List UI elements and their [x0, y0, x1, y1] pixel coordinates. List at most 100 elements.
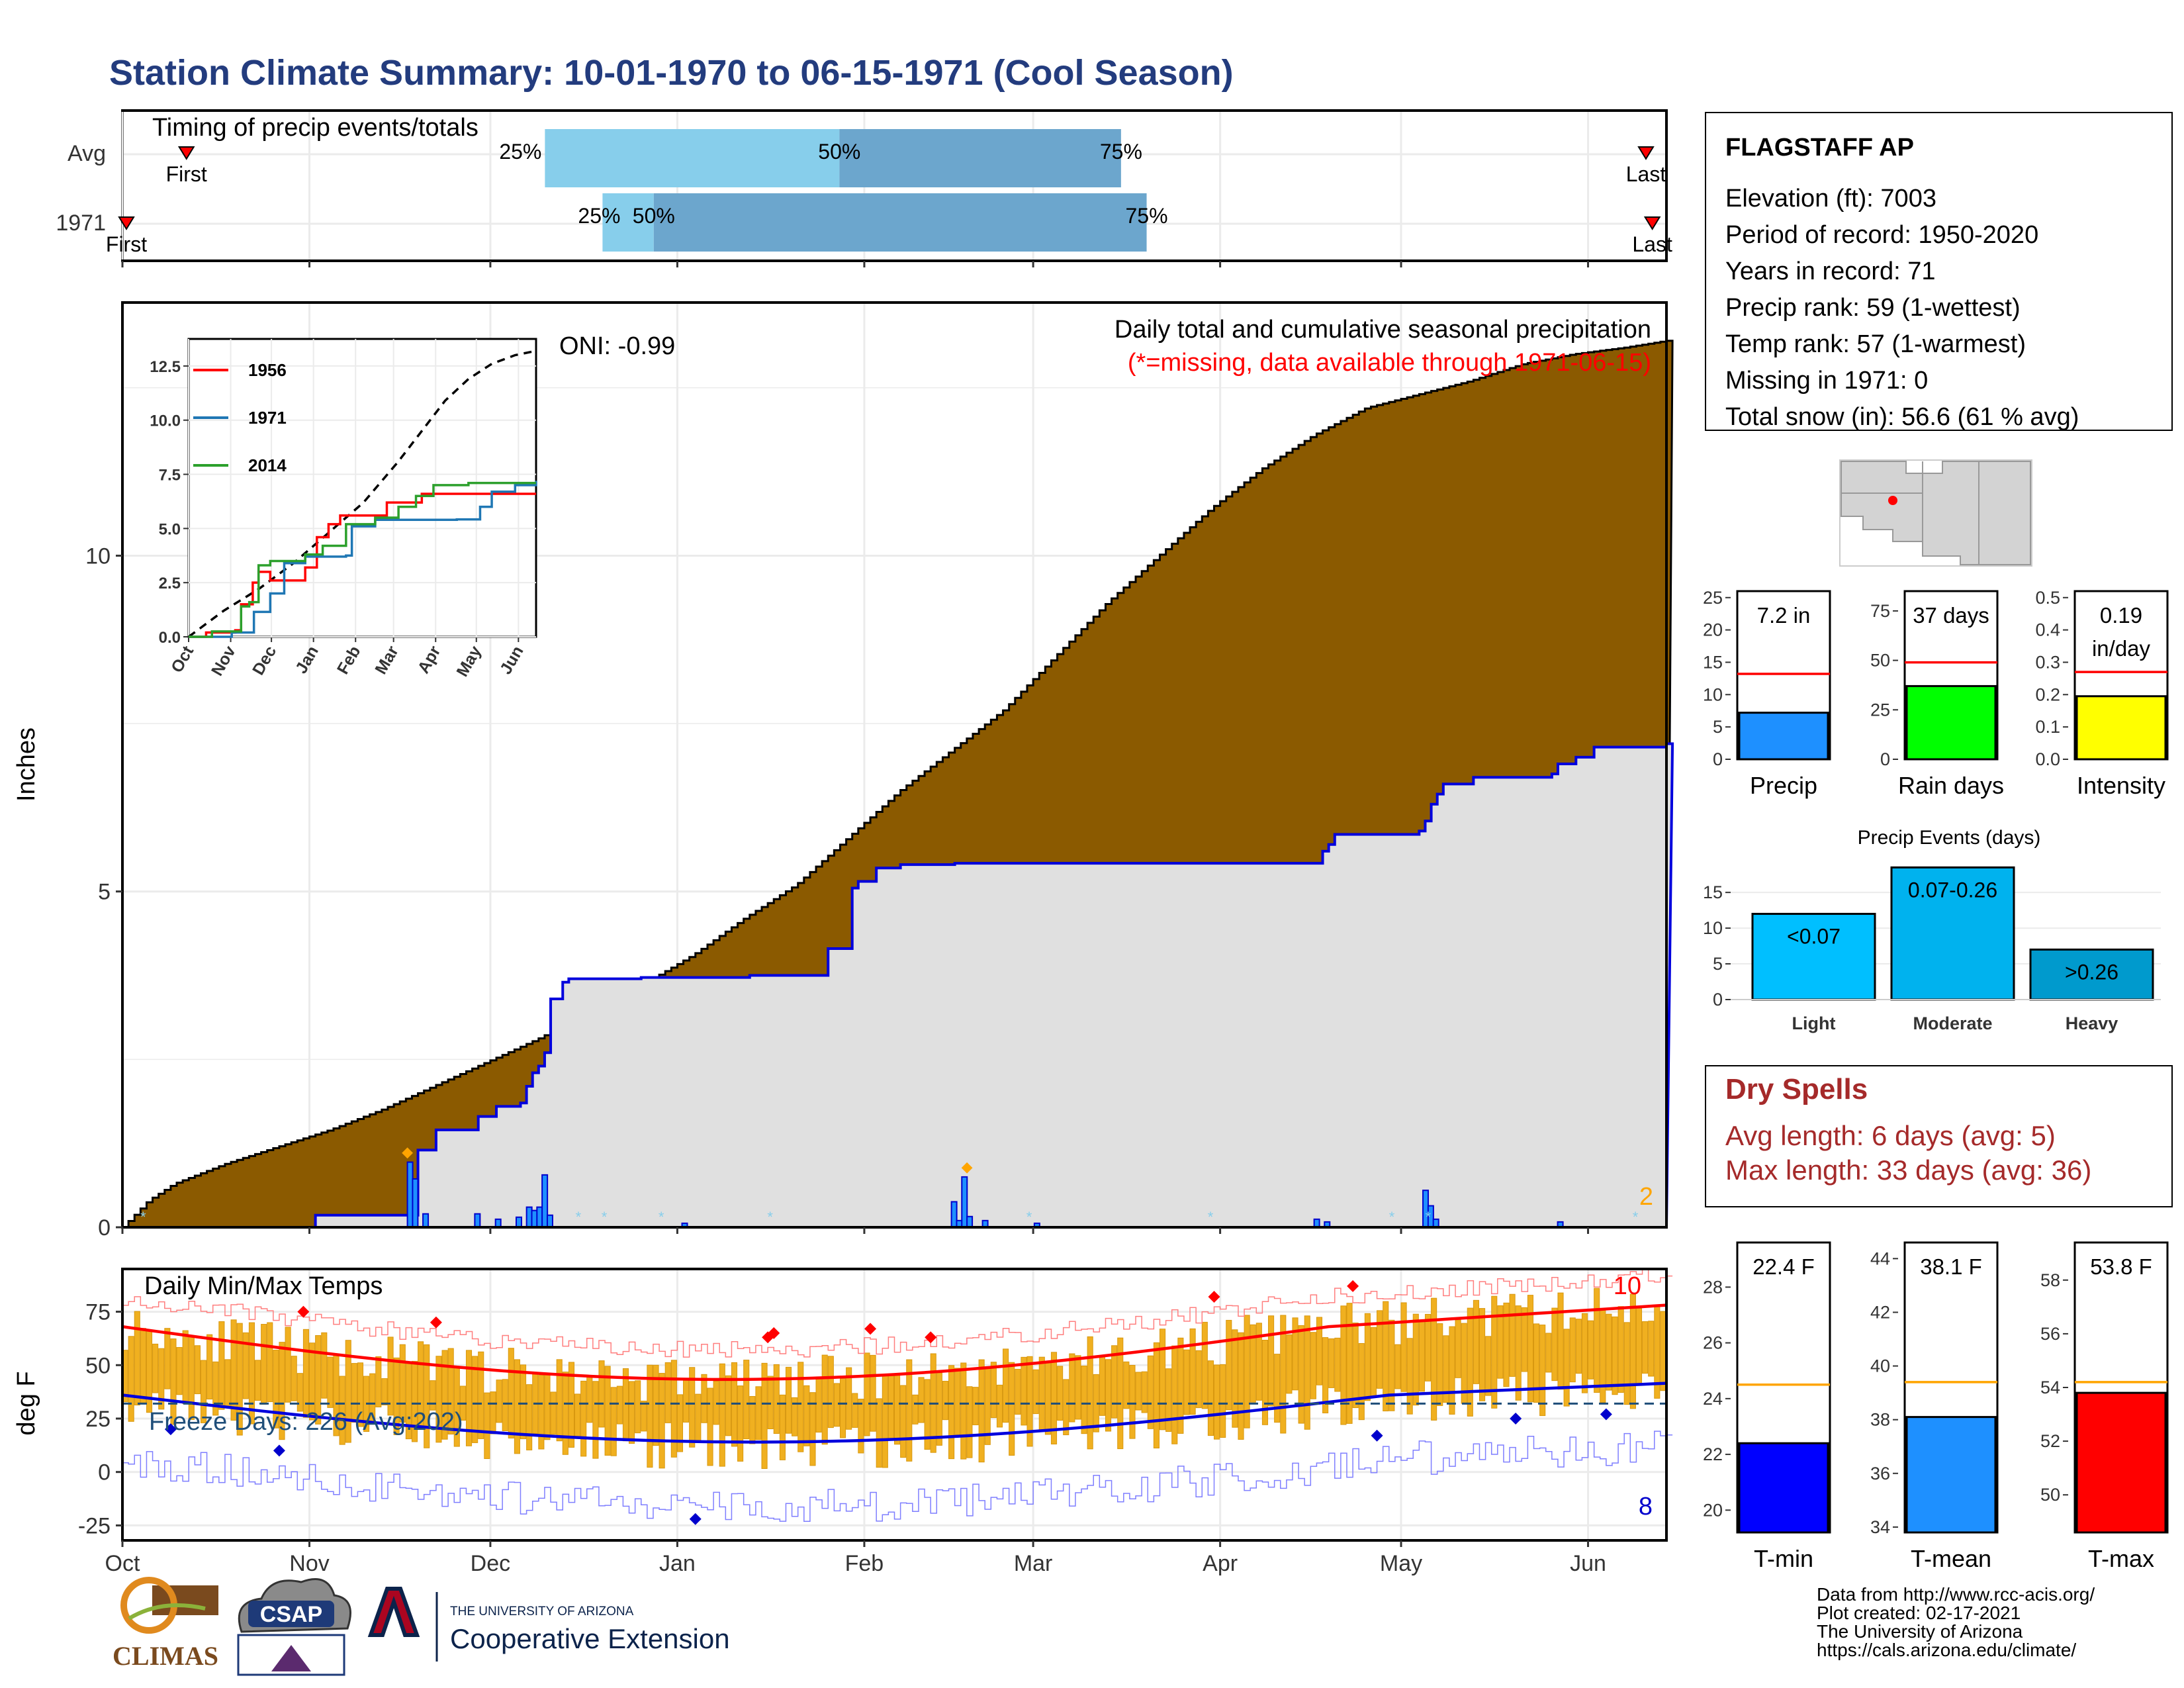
daily-temp-range-bar [604, 1366, 611, 1456]
daily-temp-range-bar [972, 1387, 979, 1425]
average-low-line [122, 1382, 1667, 1444]
inset-legend-label: 1956 [248, 360, 287, 380]
daily-temp-range-bar [1280, 1315, 1287, 1434]
daily-temp-range-bar [942, 1381, 949, 1421]
daily-temp-range-bar [496, 1380, 502, 1423]
events-bar [2029, 948, 2154, 1001]
mini-chart-label: Precip [1750, 772, 1817, 799]
mini-chart-tick-label: 15 [1703, 652, 1723, 672]
daily-temp-range-bar [1557, 1292, 1564, 1390]
events-bar-label: Light [1792, 1013, 1836, 1033]
record-high-marker [768, 1327, 780, 1339]
daily-precip-bar [515, 1216, 522, 1229]
daily-temp-range-bar [1612, 1316, 1618, 1395]
daily-temp-range-bar [815, 1376, 822, 1433]
daily-temp-range-bar [1617, 1306, 1624, 1393]
daily-temp-range-bar [1232, 1329, 1238, 1428]
daily-temp-range-bar [1479, 1308, 1486, 1401]
footer-line: The University of Arizona [1817, 1621, 2023, 1642]
mini-chart-tick-label: 0.1 [2035, 717, 2060, 737]
mini-chart-bar [1905, 1416, 1997, 1534]
inset-ytick-label: 10.0 [150, 412, 181, 430]
daily-temp-range-bar [653, 1364, 659, 1446]
daily-temp-range-bar [285, 1327, 291, 1403]
mini-chart-tick-label: 40 [1870, 1356, 1890, 1376]
daily-temp-range-bar [906, 1359, 913, 1462]
precip-event-marker: ◆ [962, 1158, 973, 1175]
daily-temp-range-bar [1214, 1364, 1220, 1440]
mini-chart-tick-label: 10 [1703, 684, 1723, 704]
mini-chart-tick-label: 26 [1703, 1333, 1723, 1353]
daily-temp-range-bar [345, 1340, 351, 1443]
daily-temp-range-bar [411, 1360, 418, 1442]
month-tick-label: Mar [1014, 1551, 1053, 1576]
daily-temp-range-bar [544, 1374, 551, 1440]
timing-marker [1643, 216, 1661, 230]
climas-logo: CLIMAS [113, 1577, 218, 1671]
daily-temp-range-bar [1310, 1332, 1316, 1399]
daily-temp-range-bar [864, 1352, 870, 1436]
daily-temp-range-bar [1635, 1307, 1643, 1386]
daily-precip-bar [536, 1206, 543, 1229]
month-tick-label: Jan [659, 1551, 696, 1576]
precip-event-marker: * [1389, 1209, 1395, 1225]
daily-temp-range-bar [200, 1360, 207, 1423]
month-tick-label: Apr [1203, 1551, 1238, 1576]
station-line: Years in record: 71 [1725, 258, 1936, 285]
temp-ytick-label: 50 [85, 1353, 111, 1378]
daily-temp-range-bar [194, 1345, 201, 1395]
daily-temp-range-bar [279, 1342, 285, 1440]
record-low-marker [689, 1513, 702, 1525]
temperature-summary-charts: 20 22 24 26 28 22.4 F T-min 34 36 38 40 42 44 38.1 F T… [1703, 1241, 2169, 1572]
daily-precip-bar [950, 1201, 958, 1228]
timing-pct-label: 25% [499, 140, 541, 164]
daily-temp-range-bar [701, 1374, 707, 1423]
daily-temp-range-bar [683, 1380, 690, 1423]
daily-precip-bar [525, 1206, 533, 1229]
daily-temp-range-bar [520, 1364, 527, 1440]
daily-temp-range-bar [1431, 1297, 1437, 1421]
daily-temp-range-bar [1201, 1321, 1208, 1409]
daily-temp-range-bar [900, 1385, 907, 1458]
daily-temp-range-bar [1497, 1305, 1504, 1379]
mini-chart-value-label: 22.4 F [1752, 1254, 1815, 1279]
daily-temp-range-bar [508, 1348, 514, 1439]
daily-temp-range-bar [1551, 1307, 1558, 1382]
daily-temp-range-bar [465, 1350, 473, 1446]
daily-temp-range-bar [134, 1311, 140, 1406]
mini-chart-tick-label: 25 [1870, 700, 1890, 720]
precip-ytick-label: 10 [85, 543, 111, 569]
timing-marker [1637, 146, 1655, 160]
daily-temp-range-bar [375, 1356, 382, 1407]
precip-event-marker: * [767, 1209, 773, 1225]
events-bar-label: Moderate [1913, 1013, 1992, 1033]
daily-temp-range-bar [1069, 1353, 1075, 1423]
daily-temp-range-bar [1346, 1303, 1353, 1424]
record-high-marker [297, 1305, 310, 1318]
daily-temp-range-bar [1545, 1333, 1552, 1373]
mini-chart-tick-label: 50 [2040, 1485, 2060, 1505]
daily-temp-range-bar [1467, 1307, 1473, 1417]
daily-temp-range-bar [1394, 1344, 1401, 1389]
record-high-line [122, 1268, 1673, 1358]
mini-chart-tick-label: 56 [2040, 1324, 2060, 1344]
timing-row-avg: Avg [68, 141, 106, 166]
precip-events-chart: Precip Events (days) 0 5 10 15 <0.07 Light 0.07… [1703, 827, 2161, 1033]
daily-temp-range-bar [1316, 1317, 1323, 1385]
daily-temp-range-bar [1485, 1336, 1492, 1396]
daily-temp-range-bar [948, 1365, 955, 1460]
daily-temp-range-bar [1533, 1323, 1540, 1403]
daily-temp-range-bar [1032, 1369, 1039, 1415]
daily-temp-range-bar [1105, 1359, 1112, 1432]
daily-temp-range-bar [1117, 1337, 1124, 1450]
daily-temp-range-bar [140, 1328, 146, 1403]
daily-temp-range-bar [1515, 1305, 1522, 1401]
daily-precip-bar [546, 1214, 553, 1228]
daily-temp-range-bar [954, 1368, 961, 1436]
footer-line: Data from http://www.rcc-acis.org/ [1817, 1584, 2095, 1605]
daily-temp-range-bar [809, 1392, 816, 1466]
precip-event-marker: * [1633, 1209, 1639, 1225]
month-tick-label: Nov [289, 1551, 329, 1576]
daily-temp-range-bar [176, 1346, 183, 1395]
